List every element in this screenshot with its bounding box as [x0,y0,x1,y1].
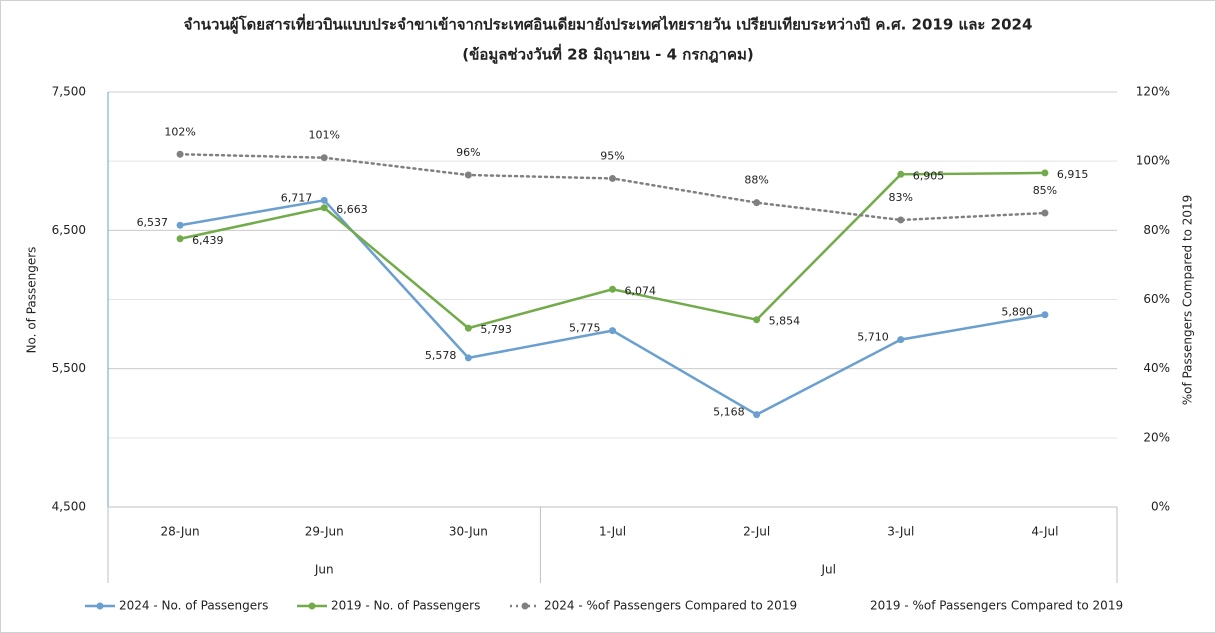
data-point [753,199,761,207]
data-label: 85% [1033,184,1057,197]
legend-marker [308,602,316,610]
data-point [609,174,616,182]
x-tick-label: 1-Jul [599,525,626,539]
x-tick-label: 4-Jul [1031,525,1058,539]
y2-tick-label: 0% [1151,500,1170,514]
data-point [1041,209,1049,217]
data-point [464,354,472,362]
data-point [609,285,616,293]
data-label: 6,439 [192,234,224,247]
x-tick-label: 28-Jun [161,525,200,539]
legend-label: 2019 - No. of Passengers [331,599,480,613]
data-point [320,154,328,162]
data-label: 5,168 [713,406,745,419]
y-axis-label: No. of Passengers [25,247,39,354]
data-label: 5,775 [569,322,601,335]
x-tick-label: 29-Jun [305,525,344,539]
data-point [897,216,905,224]
data-label: 6,537 [137,216,169,229]
y-tick-label: 4,500 [52,500,86,514]
y2-tick-label: 80% [1143,223,1170,237]
data-label: 5,890 [1001,306,1033,319]
data-point [464,324,472,332]
data-label: 6,717 [281,191,313,204]
data-label: 5,578 [425,349,457,362]
data-label: 95% [600,149,624,162]
chart-subtitle: (ข้อมูลช่วงวันที่ 28 มิถุนายน - 4 กรกฎาค… [462,44,754,65]
data-label: 83% [889,191,913,204]
data-point [753,316,761,324]
y-tick-label: 6,500 [52,223,86,237]
y2-axis-label: %of Passengers Compared to 2019 [1181,195,1195,406]
data-point [176,150,184,158]
group-label: Jun [314,563,334,577]
legend-marker [521,602,529,610]
data-point [897,170,905,178]
data-label: 96% [456,146,480,159]
data-point [320,196,328,204]
y-tick-label: 5,500 [52,361,86,375]
y2-tick-label: 20% [1143,430,1170,444]
legend-marker [96,602,104,610]
y2-tick-label: 120% [1136,85,1170,99]
data-point [897,336,905,344]
x-tick-label: 2-Jul [743,525,770,539]
data-point [464,171,472,179]
data-point [176,235,184,243]
data-label: 6,074 [625,284,657,297]
data-label: 6,915 [1057,168,1089,181]
data-label: 102% [164,125,195,138]
data-point [753,411,761,419]
data-label: 5,854 [769,315,801,328]
legend-label: 2024 - %of Passengers Compared to 2019 [544,599,797,613]
group-label: Jul [820,563,835,577]
legend-label: 2024 - No. of Passengers [119,599,268,613]
chart-title: จำนวนผู้โดยสารเที่ยวบินแบบประจำขาเข้าจาก… [184,14,1033,35]
x-tick-label: 30-Jun [449,525,488,539]
y2-tick-label: 100% [1136,154,1170,168]
data-point [176,221,184,229]
data-point [320,204,328,212]
data-label: 5,710 [857,331,889,344]
data-label: 5,793 [480,323,512,336]
data-label: 101% [308,129,339,142]
data-label: 6,905 [913,169,945,182]
x-tick-label: 3-Jul [887,525,914,539]
data-point [1041,169,1049,177]
legend-label: 2019 - %of Passengers Compared to 2019 [870,599,1123,613]
y2-tick-label: 40% [1143,361,1170,375]
data-point [1041,311,1049,319]
y2-tick-label: 60% [1143,292,1170,306]
data-label: 6,663 [336,203,368,216]
data-label: 88% [744,174,768,187]
data-point [609,327,616,335]
y-tick-label: 7,500 [52,85,86,99]
